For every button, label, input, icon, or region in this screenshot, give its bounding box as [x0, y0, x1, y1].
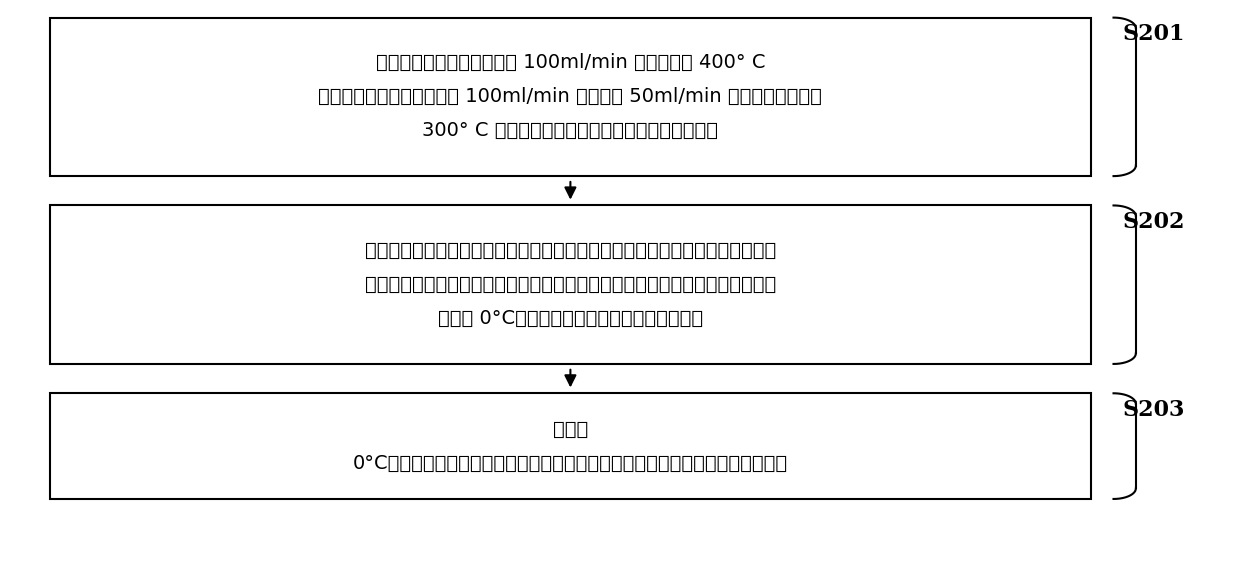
Text: 溶液泵入反应器的蒸发板气化，再送到催化反应板进行反应。反应得到的富氢气: 溶液泵入反应器的蒸发板气化，再送到催化反应板进行反应。反应得到的富氢气	[365, 275, 776, 294]
Text: S201: S201	[1122, 23, 1184, 45]
FancyBboxPatch shape	[50, 393, 1091, 499]
Text: S202: S202	[1122, 211, 1184, 233]
Text: 锻烧两个小时，随后再通入 100ml/min 的氮气和 50ml/min 的氢气的混合气在: 锻烧两个小时，随后再通入 100ml/min 的氮气和 50ml/min 的氢气…	[319, 87, 822, 106]
Text: 300° C 的温度下还原一个小时，对催化剂进行活化: 300° C 的温度下还原一个小时，对催化剂进行活化	[423, 122, 718, 140]
FancyBboxPatch shape	[50, 18, 1091, 176]
Text: 将经过: 将经过	[553, 420, 588, 438]
Text: 利用温控仪对反应温度进行调节。利用注射泵调节醇水溶液的进料速度。将醇水: 利用温控仪对反应温度进行调节。利用注射泵调节醇水溶液的进料速度。将醇水	[365, 241, 776, 260]
FancyBboxPatch shape	[50, 205, 1091, 364]
Text: 体经过 0°C冷阱以分离出未反应完全的醇水蒸汽: 体经过 0°C冷阱以分离出未反应完全的醇水蒸汽	[438, 309, 703, 328]
Text: 往层叠式制氢微反应器通入 100ml/min 的氮气，在 400° C: 往层叠式制氢微反应器通入 100ml/min 的氮气，在 400° C	[376, 53, 765, 72]
Text: S203: S203	[1122, 399, 1184, 421]
Text: 0°C冷阱的气体送入气相色谱仪进行气体成分分析，并用皂泡流量计测量气体流速: 0°C冷阱的气体送入气相色谱仪进行气体成分分析，并用皂泡流量计测量气体流速	[353, 454, 787, 473]
